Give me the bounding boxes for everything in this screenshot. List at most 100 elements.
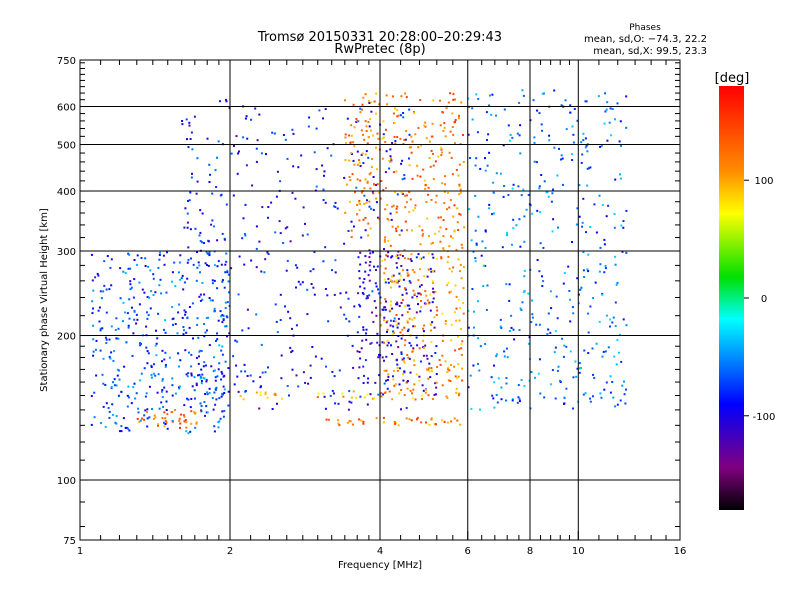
echo-point (388, 390, 391, 393)
echo-point (246, 137, 249, 140)
echo-point (495, 355, 498, 358)
echo-point (347, 230, 350, 232)
echo-point (385, 254, 388, 257)
echo-point (430, 417, 433, 419)
echo-point (586, 184, 589, 187)
echo-point (456, 419, 459, 422)
x-tick-label: 4 (377, 546, 383, 557)
echo-point (259, 394, 262, 397)
echo-point (601, 293, 604, 296)
echo-point (323, 395, 326, 398)
echo-point (195, 422, 198, 425)
echo-point (448, 245, 451, 248)
echo-point (439, 363, 442, 366)
echo-point (203, 323, 206, 325)
x-tick-label: 6 (465, 546, 471, 557)
echo-point (408, 418, 411, 421)
echo-point (196, 180, 199, 183)
echo-point (198, 295, 201, 298)
echo-point (363, 287, 366, 290)
echo-point (171, 377, 174, 380)
echo-point (295, 324, 298, 327)
echo-point (394, 191, 396, 194)
echo-point (523, 385, 526, 387)
echo-point (392, 112, 395, 115)
echo-point (350, 152, 353, 155)
echo-point (309, 270, 312, 273)
echo-point (202, 365, 205, 368)
echo-point (541, 275, 543, 278)
echo-point (380, 395, 383, 398)
echo-point (562, 355, 565, 358)
echo-point (376, 168, 378, 171)
echo-point (174, 392, 177, 395)
echo-point (360, 347, 363, 350)
echo-point (255, 313, 258, 316)
echo-point (329, 394, 332, 397)
echo-point (455, 307, 458, 310)
echo-point (165, 409, 168, 411)
echo-point (454, 349, 456, 352)
echo-point (178, 365, 180, 368)
echo-point (488, 207, 491, 210)
echo-point (405, 130, 408, 132)
echo-point (429, 267, 432, 270)
echo-point (411, 318, 414, 321)
echo-point (218, 397, 221, 400)
echo-point (372, 134, 374, 137)
echo-point (384, 267, 387, 270)
echo-point (496, 401, 499, 404)
echo-point (285, 269, 288, 272)
echo-point (486, 139, 488, 141)
echo-point (502, 195, 505, 198)
echo-point (432, 256, 435, 259)
echo-point (405, 407, 408, 409)
echo-point (189, 228, 192, 231)
echo-point (607, 204, 610, 207)
echo-point (331, 389, 334, 392)
echo-point (364, 153, 367, 156)
echo-point (460, 277, 463, 280)
echo-point (154, 416, 157, 419)
echo-point (439, 216, 442, 219)
echo-point (385, 300, 387, 303)
echo-point (584, 137, 587, 140)
echo-point (474, 164, 477, 167)
echo-point (102, 405, 105, 408)
echo-point (427, 235, 430, 237)
echo-point (264, 391, 267, 394)
echo-point (195, 382, 198, 385)
echo-point (550, 383, 553, 386)
echo-point (117, 337, 120, 340)
echo-point (369, 227, 372, 230)
echo-point (276, 170, 279, 173)
echo-point (404, 287, 406, 290)
echo-point (413, 383, 416, 386)
echo-point (131, 306, 133, 309)
echo-point (337, 402, 340, 405)
echo-point (417, 279, 420, 282)
echo-point (199, 402, 202, 405)
echo-point (359, 107, 362, 110)
echo-point (208, 391, 211, 394)
echo-point (223, 238, 226, 241)
echo-point (391, 353, 394, 355)
echo-point (443, 122, 446, 125)
echo-point (374, 381, 377, 384)
echo-point (572, 376, 575, 379)
echo-point (392, 330, 395, 333)
echo-point (356, 120, 359, 122)
echo-point (184, 311, 187, 314)
echo-point (152, 273, 155, 276)
echo-point (447, 368, 449, 371)
echo-point (408, 146, 411, 149)
echo-point (457, 363, 460, 366)
echo-point (518, 101, 521, 104)
echo-point (383, 369, 386, 372)
echo-point (349, 179, 352, 182)
echo-point (612, 316, 615, 319)
echo-point (401, 293, 404, 296)
echo-point (394, 422, 397, 425)
echo-point (356, 150, 359, 153)
echo-point (110, 284, 113, 287)
